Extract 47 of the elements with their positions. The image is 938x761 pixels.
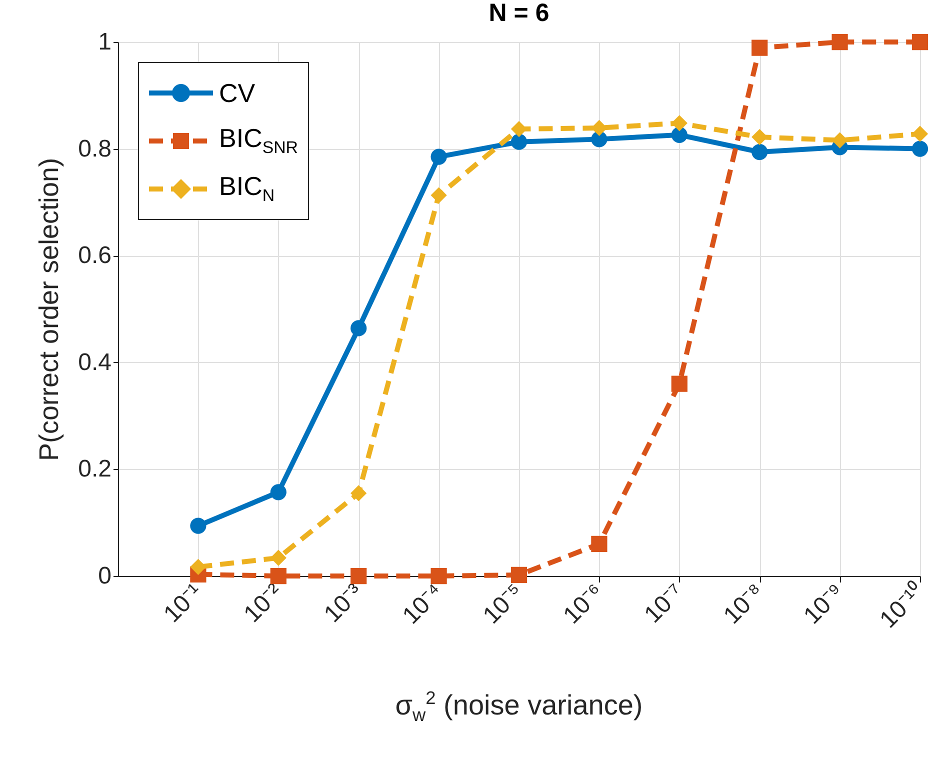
point <box>270 568 286 584</box>
legend-label: BIC$_{SNR}$ <box>219 123 298 159</box>
point <box>591 120 608 136</box>
x-tick-label: 10⁻² <box>238 578 288 628</box>
point <box>510 134 528 150</box>
point <box>190 558 206 575</box>
chart-title: N = 6 <box>488 0 550 27</box>
y-tick-label: 0.6 <box>78 242 112 270</box>
y-tick-label: 0.4 <box>78 348 112 376</box>
point <box>832 34 848 50</box>
point <box>912 140 928 157</box>
y-tick-label: 0.2 <box>78 456 112 483</box>
y-tick-label: 1 <box>98 28 112 56</box>
point <box>510 566 528 583</box>
point <box>752 40 768 56</box>
y-axis-title: P(correct order selection) <box>34 158 64 462</box>
point <box>430 568 447 584</box>
point <box>671 126 688 143</box>
x-tick-label: 10⁻⁷ <box>639 578 690 628</box>
x-tick-label: 10⁻⁸ <box>718 578 770 630</box>
x-tick-label: 10⁻⁶ <box>558 578 609 630</box>
point <box>671 376 688 392</box>
point <box>591 131 608 148</box>
point <box>350 320 367 336</box>
point <box>270 484 286 500</box>
x-tick-label: 10⁻⁴ <box>398 578 448 630</box>
point <box>350 485 367 502</box>
point <box>350 568 367 584</box>
y-tick-label: 0 <box>98 562 112 590</box>
legend-label: BIC$_{N}$ <box>219 171 275 207</box>
x-tick-label: 10⁻¹ <box>158 578 208 628</box>
x-axis-title: σ$_{w}$$^{2}$ (noise variance) <box>394 688 644 726</box>
y-tick-label: 0.8 <box>78 135 112 162</box>
x-tick-label: 10⁻⁵ <box>478 578 529 630</box>
point <box>591 536 608 552</box>
x-tick-label: 10⁻⁹ <box>798 578 850 630</box>
point <box>752 144 768 160</box>
legend-label: CV <box>219 78 256 108</box>
point <box>270 550 286 566</box>
point <box>912 34 928 50</box>
x-tick-label: 10⁻³ <box>319 578 368 628</box>
point <box>912 126 928 142</box>
point <box>671 115 688 132</box>
point <box>190 518 206 534</box>
point <box>430 148 447 165</box>
point <box>430 187 447 204</box>
point <box>752 128 768 146</box>
